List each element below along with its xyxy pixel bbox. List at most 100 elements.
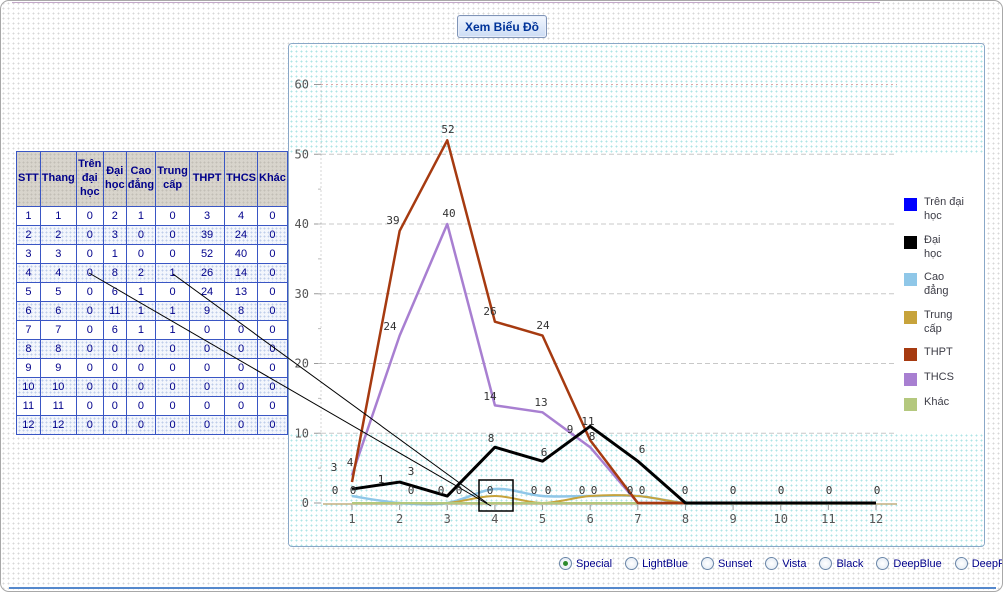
theme-radio-black[interactable]: Black bbox=[819, 557, 863, 570]
table-cell: 0 bbox=[155, 282, 191, 302]
table-cell: 4 bbox=[224, 206, 259, 226]
table-cell: 0 bbox=[125, 377, 157, 397]
legend-swatch bbox=[904, 398, 917, 412]
table-cell: 0 bbox=[189, 320, 226, 340]
table-cell: 0 bbox=[155, 358, 191, 378]
theme-radio-deepblue[interactable]: DeepBlue bbox=[876, 557, 942, 570]
table-cell: 7 bbox=[39, 320, 77, 340]
table-cell: 3 bbox=[39, 244, 77, 264]
table-cell: 0 bbox=[125, 339, 157, 359]
table-cell: 0 bbox=[75, 244, 104, 264]
legend-swatch bbox=[904, 198, 917, 211]
legend-label: THPT bbox=[924, 346, 953, 359]
radio-icon[interactable] bbox=[700, 557, 714, 570]
table-cell: 0 bbox=[224, 396, 259, 416]
table-cell: 1 bbox=[125, 320, 157, 340]
theme-radio-label: Vista bbox=[782, 557, 807, 570]
table-cell: 0 bbox=[102, 339, 127, 359]
table-cell: 6 bbox=[16, 301, 41, 321]
table-cell: 0 bbox=[224, 377, 259, 397]
table-cell: 0 bbox=[224, 415, 259, 435]
table-cell: 0 bbox=[125, 358, 157, 378]
table-cell: 6 bbox=[102, 282, 127, 302]
radio-icon[interactable] bbox=[819, 557, 833, 570]
chart-legend: Trên đại học Đại học Cao đẳng Trung cấp THPT… bbox=[904, 195, 984, 420]
legend-item: Khác bbox=[904, 395, 984, 412]
table-cell: 11 bbox=[102, 301, 127, 321]
table-cell: 24 bbox=[189, 282, 226, 302]
legend-item: Cao đẳng bbox=[904, 270, 984, 299]
table-cell: 0 bbox=[189, 358, 226, 378]
table-cell: 0 bbox=[75, 358, 104, 378]
table-header-cell: Trên đại học bbox=[75, 151, 104, 207]
theme-radio-label: Black bbox=[836, 557, 864, 570]
table-cell: 40 bbox=[224, 244, 259, 264]
radio-icon[interactable] bbox=[954, 557, 968, 570]
table-cell: 0 bbox=[125, 225, 157, 245]
table-cell: 3 bbox=[189, 206, 226, 226]
table-cell: 0 bbox=[189, 396, 226, 416]
radio-icon[interactable] bbox=[765, 557, 779, 570]
radio-icon[interactable] bbox=[625, 557, 639, 570]
theme-radio-deepred[interactable]: DeepRed bbox=[954, 557, 1002, 570]
table-cell: 11 bbox=[39, 396, 77, 416]
table-cell: 0 bbox=[257, 415, 288, 435]
table-header-cell: Cao đẳng bbox=[125, 151, 157, 207]
table-cell: 0 bbox=[155, 339, 191, 359]
legend-label: Khác bbox=[924, 396, 950, 409]
table-row: 3 3 0 1 0 0 52 40 0 bbox=[16, 244, 288, 264]
table-cell: 0 bbox=[257, 244, 288, 264]
table-cell: 0 bbox=[75, 263, 104, 283]
table-cell: 0 bbox=[257, 396, 288, 416]
table-header-cell: THPT bbox=[189, 151, 226, 207]
theme-radio-special[interactable]: Special bbox=[559, 557, 612, 570]
legend-swatch bbox=[904, 348, 917, 362]
legend-label: Trên đại học bbox=[924, 196, 964, 223]
table-row: 5 5 0 6 1 0 24 13 0 bbox=[16, 282, 288, 302]
table-cell: 2 bbox=[102, 206, 127, 226]
table-cell: 1 bbox=[39, 206, 77, 226]
table-cell: 1 bbox=[16, 206, 41, 226]
table-row: 6 6 0 11 1 1 9 8 0 bbox=[16, 301, 288, 321]
table-cell: 10 bbox=[39, 377, 77, 397]
table-header-cell: THCS bbox=[224, 151, 259, 207]
theme-radio-label: DeepBlue bbox=[893, 557, 942, 570]
theme-radio-sunset[interactable]: Sunset bbox=[700, 557, 753, 570]
table-cell: 0 bbox=[102, 415, 127, 435]
theme-radio-lightblue[interactable]: LightBlue bbox=[625, 557, 688, 570]
table-cell: 0 bbox=[125, 415, 157, 435]
radio-icon[interactable] bbox=[876, 557, 890, 570]
theme-radio-vista[interactable]: Vista bbox=[765, 557, 806, 570]
table-cell: 0 bbox=[75, 225, 104, 245]
table-cell: 1 bbox=[155, 320, 191, 340]
radio-icon[interactable] bbox=[559, 557, 572, 570]
table-cell: 14 bbox=[224, 263, 259, 283]
theme-radio-label: Sunset bbox=[717, 557, 753, 570]
table-cell: 0 bbox=[257, 377, 288, 397]
table-cell: 0 bbox=[75, 396, 104, 416]
table-cell: 1 bbox=[102, 244, 127, 264]
table-cell: 0 bbox=[189, 377, 226, 397]
table-cell: 0 bbox=[257, 301, 288, 321]
theme-selector: Special LightBlue Sunset Vista Black DeepBlue… bbox=[559, 557, 1002, 570]
table-cell: 0 bbox=[75, 301, 104, 321]
legend-swatch bbox=[904, 235, 917, 249]
table-cell: 2 bbox=[39, 225, 77, 245]
table-cell: 0 bbox=[224, 320, 259, 340]
table-cell: 9 bbox=[189, 301, 226, 321]
table-cell: 13 bbox=[224, 282, 259, 302]
table-cell: 0 bbox=[257, 320, 288, 340]
view-chart-button[interactable]: Xem Biểu Đồ bbox=[457, 15, 547, 38]
table-row: 10 10 0 0 0 0 0 0 0 bbox=[16, 377, 288, 397]
table-cell: 0 bbox=[75, 377, 104, 397]
table-cell: 0 bbox=[155, 244, 191, 264]
table-cell: 12 bbox=[39, 415, 77, 435]
table-row: 2 2 0 3 0 0 39 24 0 bbox=[16, 225, 288, 245]
legend-label: Trung cấp bbox=[924, 308, 953, 336]
table-cell: 7 bbox=[16, 320, 41, 340]
